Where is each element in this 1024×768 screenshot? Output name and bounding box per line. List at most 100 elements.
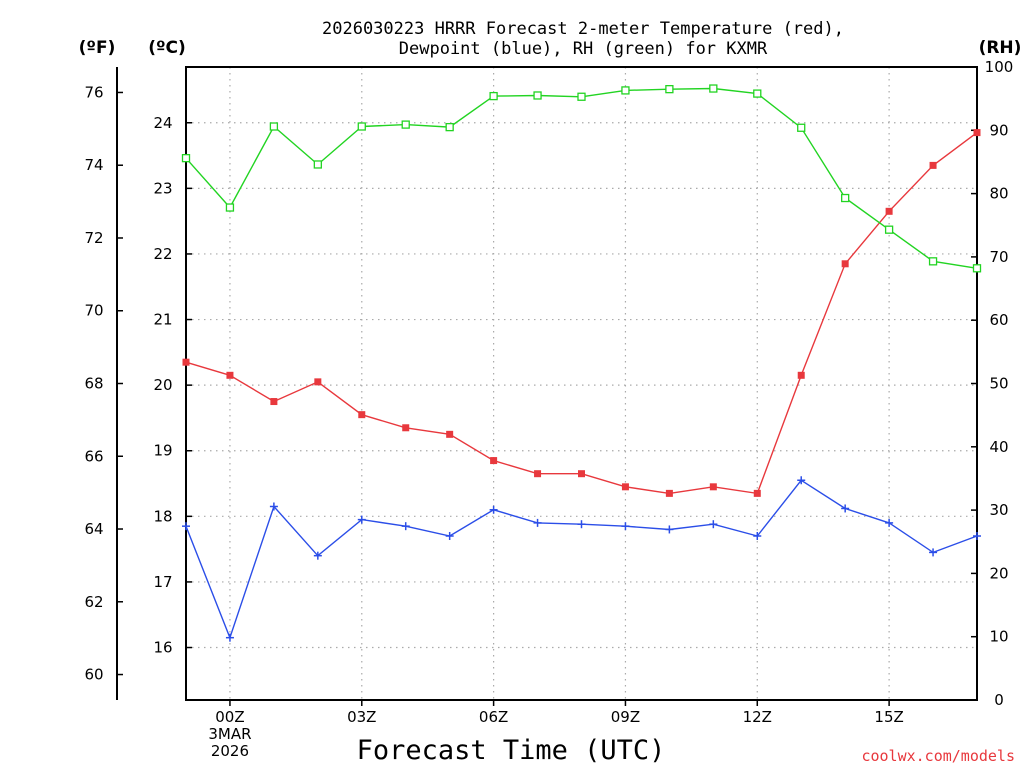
chart-title-line-2: Dewpoint (blue), RH (green) for KXMR — [399, 39, 768, 59]
temperature-point — [841, 260, 849, 268]
fahrenheit-tick-label: 62 — [84, 593, 103, 611]
temperature-point — [797, 371, 805, 379]
temperature-point — [226, 371, 234, 379]
dewpoint-point — [621, 522, 630, 531]
temperature-line — [185, 132, 978, 495]
axes: 60 62 64 66 68 70 72 74 76 16 17 18 19 20 21 22 23 24 0 10 2… — [84, 58, 1013, 709]
celsius-tick-label: 24 — [153, 114, 172, 132]
rh-point — [225, 203, 235, 212]
dewpoint-line — [185, 479, 978, 640]
x-tick-label: 3MAR — [208, 725, 251, 743]
celsius-tick-label: 17 — [153, 573, 172, 591]
plot-frame — [185, 66, 978, 701]
dewpoint-point — [357, 515, 366, 524]
rh-tick-label: 70 — [989, 248, 1008, 266]
temperature-point — [621, 483, 629, 491]
x-tick-label: 00Z — [215, 708, 244, 726]
temperature-point — [665, 489, 673, 497]
dewpoint-point — [973, 532, 981, 541]
dewpoint-point — [709, 520, 718, 529]
rh-point — [577, 92, 586, 101]
fahrenheit-tick-label: 64 — [84, 520, 103, 538]
dewpoint-point — [269, 502, 278, 511]
fahrenheit-tick-label: 60 — [84, 666, 103, 684]
rh-tick-label: 30 — [989, 501, 1008, 519]
x-tick-label: 2026 — [211, 742, 249, 760]
dewpoint-point — [533, 518, 542, 527]
rh-tick-label: 20 — [989, 564, 1008, 582]
rh-point — [884, 225, 894, 234]
dewpoint-point — [753, 532, 762, 541]
rh-point — [928, 257, 938, 266]
dewpoint-point — [841, 504, 850, 513]
temperature-point — [578, 470, 585, 478]
rh-point — [797, 123, 806, 132]
fahrenheit-tick-label: 66 — [84, 447, 103, 465]
temperature-point — [446, 430, 454, 438]
x-tick-label: 06Z — [479, 708, 508, 726]
rh-tick-label: 0 — [994, 691, 1004, 709]
series-layer — [181, 84, 982, 642]
celsius-tick-label: 19 — [153, 442, 172, 460]
temperature-point — [490, 457, 498, 465]
credit-text: coolwx.com/models — [861, 747, 1015, 765]
rh-point — [269, 122, 279, 131]
temperature-point — [885, 207, 893, 215]
fahrenheit-axis-label: (ºF) — [79, 38, 116, 58]
fahrenheit-tick-label: 68 — [84, 375, 103, 393]
rh-tick-label: 40 — [989, 438, 1008, 456]
rh-tick-label: 100 — [985, 58, 1014, 76]
temperature-point — [929, 161, 937, 169]
x-tick-label: 03Z — [347, 708, 376, 726]
x-axis-title: Forecast Time (UTC) — [357, 735, 666, 766]
rh-point — [621, 86, 630, 95]
dewpoint-point — [665, 525, 674, 534]
temperature-point — [182, 358, 190, 366]
chart-title: 2026030223 HRRR Forecast 2-meter Tempera… — [322, 19, 844, 59]
rh-point — [753, 89, 762, 98]
rh-point — [489, 91, 498, 101]
grid-lines — [186, 67, 977, 700]
temperature-point — [534, 470, 542, 478]
dewpoint-point — [313, 551, 322, 560]
rh-tick-label: 50 — [989, 375, 1008, 393]
temperature-point — [709, 483, 717, 491]
rh-axis-label: (RH) — [979, 38, 1022, 58]
celsius-tick-label: 16 — [153, 639, 172, 657]
rh-tick-label: 90 — [989, 121, 1008, 139]
rh-line — [185, 87, 978, 269]
x-tick-label: 09Z — [611, 708, 640, 726]
temperature-point — [270, 398, 278, 406]
temperature-point — [314, 378, 322, 386]
celsius-tick-label: 23 — [153, 179, 172, 197]
celsius-tick-label: 22 — [153, 245, 172, 263]
chart-title-line-1: 2026030223 HRRR Forecast 2-meter Tempera… — [322, 19, 844, 39]
x-tick-label: 12Z — [743, 708, 772, 726]
dewpoint-point — [929, 548, 938, 557]
temperature-point — [753, 489, 761, 497]
dewpoint-point — [797, 476, 806, 485]
fahrenheit-tick-label: 70 — [84, 302, 103, 320]
celsius-tick-label: 21 — [153, 311, 172, 329]
rh-point — [665, 85, 674, 94]
rh-point — [357, 122, 366, 131]
fahrenheit-tick-label: 72 — [84, 229, 103, 247]
dewpoint-point — [182, 522, 190, 531]
dewpoint-point — [577, 520, 586, 529]
rh-point — [972, 264, 982, 273]
rh-tick-label: 10 — [989, 628, 1008, 646]
dewpoint-point — [401, 522, 410, 531]
rh-tick-label: 60 — [989, 311, 1008, 329]
dewpoint-point — [225, 633, 234, 642]
x-tick-label: 15Z — [874, 708, 903, 726]
rh-point — [533, 91, 542, 100]
temperature-point — [402, 424, 410, 432]
celsius-tick-label: 18 — [153, 507, 172, 525]
fahrenheit-tick-label: 74 — [84, 156, 103, 174]
fahrenheit-tick-label: 76 — [84, 83, 103, 101]
dewpoint-point — [885, 518, 894, 527]
dewpoint-point — [489, 505, 498, 514]
dewpoint-point — [445, 532, 454, 541]
